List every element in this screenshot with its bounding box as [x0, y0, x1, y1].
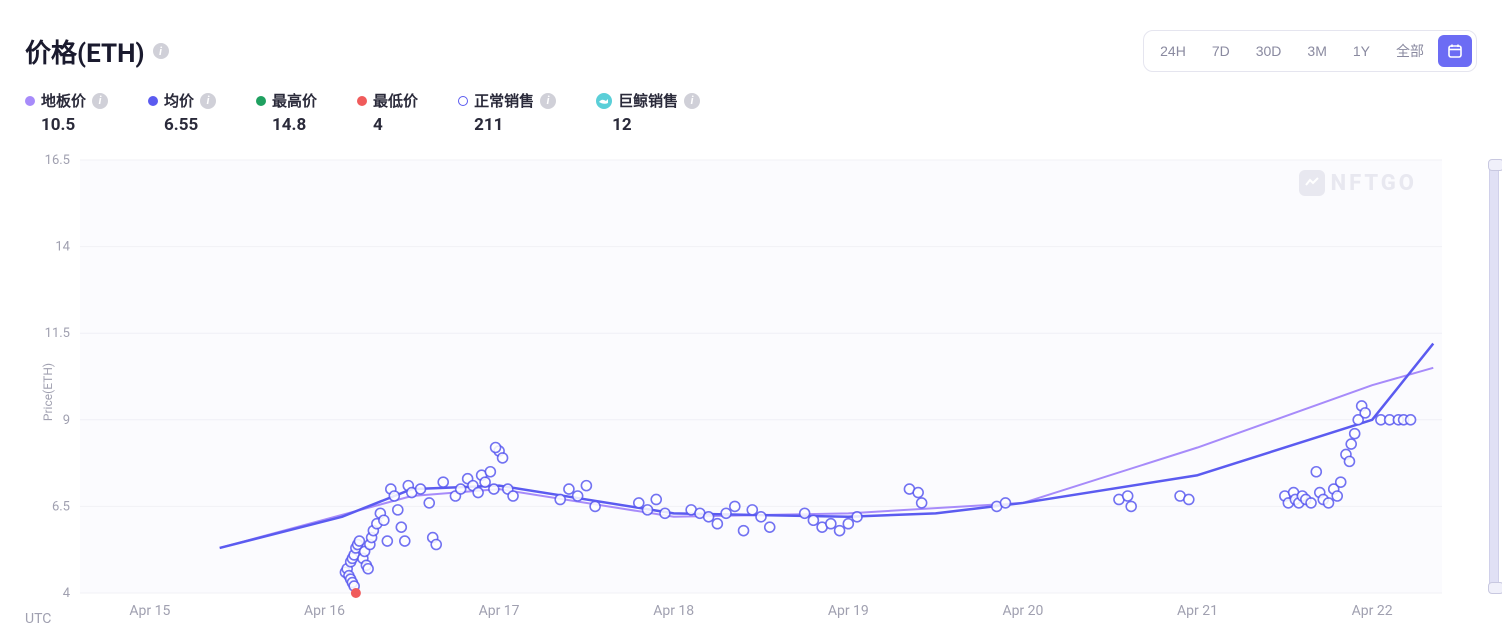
info-icon[interactable]: i — [153, 43, 169, 59]
legend-dot-icon — [256, 96, 266, 106]
legend-dot-icon — [357, 96, 367, 106]
range-btn-全部[interactable]: 全部 — [1384, 35, 1436, 67]
legend-value: 14.8 — [272, 115, 317, 135]
svg-text:11.5: 11.5 — [45, 326, 70, 341]
legend-label: 最低价 — [373, 90, 418, 111]
chart-area: Price(ETH) UTC NFTGO 4 6.5 9 11.5 14 16.5 Apr … — [25, 150, 1477, 633]
title-wrap: 价格(ETH) i — [25, 33, 169, 70]
watermark-text: NFTGO — [1331, 171, 1417, 196]
legend-label: 正常销售 — [474, 90, 534, 111]
legend-top: 地板价 i — [25, 90, 108, 111]
legend-top: 最高价 — [256, 90, 317, 111]
time-range-picker: 24H7D30D3M1Y全部 — [1143, 30, 1477, 72]
legend-value: 211 — [474, 115, 556, 135]
range-btn-1y[interactable]: 1Y — [1341, 37, 1382, 65]
svg-text:6.5: 6.5 — [52, 499, 70, 514]
watermark: NFTGO — [1299, 170, 1417, 196]
legend-label: 最高价 — [272, 90, 317, 111]
legend-dot-icon — [25, 96, 35, 106]
legend-value: 12 — [612, 115, 700, 135]
calendar-icon[interactable] — [1438, 35, 1472, 67]
svg-text:Apr 22: Apr 22 — [1352, 603, 1393, 619]
svg-text:9: 9 — [63, 413, 70, 428]
svg-text:Apr 17: Apr 17 — [479, 603, 520, 619]
page-title: 价格(ETH) — [25, 33, 145, 70]
legend-item-min[interactable]: 最低价 4 — [357, 90, 418, 135]
range-btn-7d[interactable]: 7D — [1200, 37, 1242, 65]
price-chart[interactable]: 4 6.5 9 11.5 14 16.5 Apr 15 Apr 16 Apr 17 Apr 18 A… — [25, 150, 1477, 633]
range-btn-3m[interactable]: 3M — [1295, 37, 1338, 65]
svg-text:16.5: 16.5 — [45, 153, 70, 168]
legend-label: 均价 — [164, 90, 194, 111]
legend-top: 正常销售 i — [458, 90, 556, 111]
chart-header: 价格(ETH) i 24H7D30D3M1Y全部 — [0, 0, 1502, 82]
info-icon[interactable]: i — [92, 93, 108, 109]
svg-text:Apr 21: Apr 21 — [1177, 603, 1218, 619]
svg-text:Apr 18: Apr 18 — [653, 603, 694, 619]
legend-value: 6.55 — [164, 115, 216, 135]
svg-text:Apr 19: Apr 19 — [828, 603, 869, 619]
y-range-slider[interactable] — [1489, 160, 1499, 593]
watermark-icon — [1299, 170, 1325, 196]
whale-icon — [596, 93, 612, 109]
y-axis-label: Price(ETH) — [41, 362, 55, 420]
svg-text:Apr 16: Apr 16 — [304, 603, 345, 619]
info-icon[interactable]: i — [540, 93, 556, 109]
info-icon[interactable]: i — [684, 93, 700, 109]
legend-item-whale[interactable]: 巨鲸销售 i 12 — [596, 90, 700, 135]
legend-ring-icon — [458, 96, 468, 106]
legend-value: 10.5 — [41, 115, 108, 135]
legend: 地板价 i 10.5 均价 i 6.55 最高价 14.8 最低价 4 正常销售 i 211 巨鲸销售 i 1… — [0, 82, 1502, 139]
svg-text:Apr 20: Apr 20 — [1002, 603, 1043, 619]
legend-item-normal[interactable]: 正常销售 i 211 — [458, 90, 556, 135]
svg-text:4: 4 — [63, 586, 71, 601]
legend-top: 均价 i — [148, 90, 216, 111]
info-icon[interactable]: i — [200, 93, 216, 109]
legend-top: 最低价 — [357, 90, 418, 111]
range-btn-24h[interactable]: 24H — [1148, 37, 1198, 65]
legend-item-max[interactable]: 最高价 14.8 — [256, 90, 317, 135]
svg-text:14: 14 — [55, 240, 70, 255]
range-btn-30d[interactable]: 30D — [1244, 37, 1294, 65]
legend-dot-icon — [148, 96, 158, 106]
legend-top: 巨鲸销售 i — [596, 90, 700, 111]
legend-value: 4 — [373, 115, 418, 135]
legend-item-avg[interactable]: 均价 i 6.55 — [148, 90, 216, 135]
legend-label: 地板价 — [41, 90, 86, 111]
legend-item-floor[interactable]: 地板价 i 10.5 — [25, 90, 108, 135]
svg-text:Apr 15: Apr 15 — [129, 603, 170, 619]
legend-label: 巨鲸销售 — [618, 90, 678, 111]
utc-label: UTC — [25, 611, 51, 627]
